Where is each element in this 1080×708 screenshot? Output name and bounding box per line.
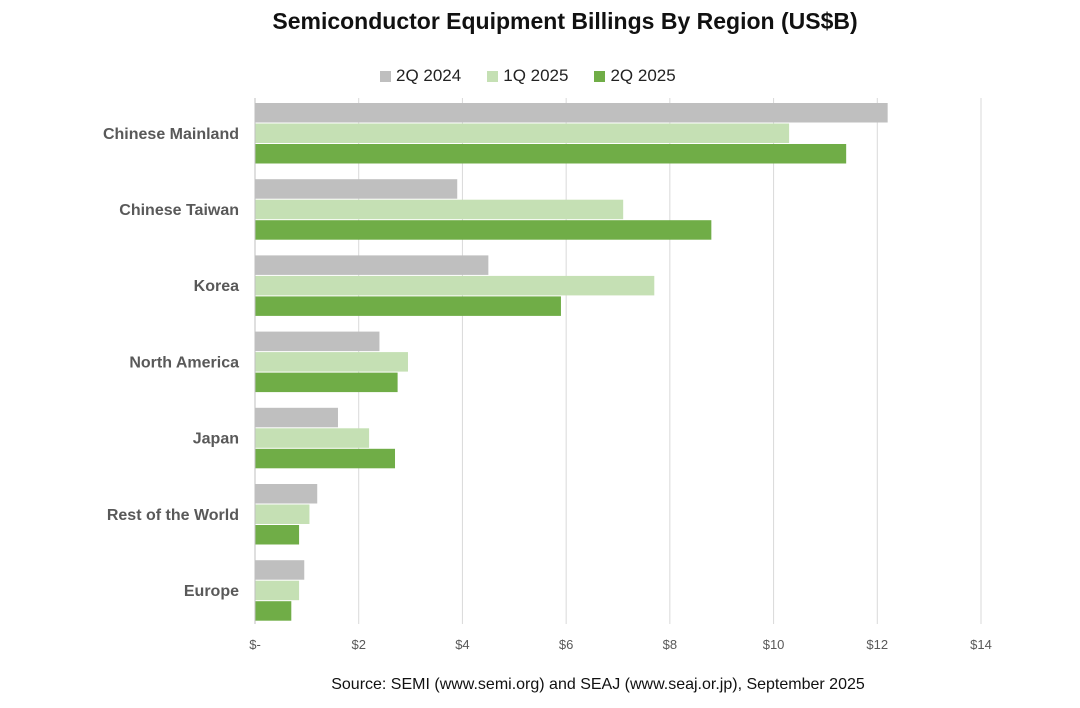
bar [255,275,655,296]
category-label: Chinese Mainland [103,126,239,143]
bar [255,255,489,275]
bar [255,220,712,240]
legend-item: 2Q 2025 [594,66,676,86]
x-tick-label: $12 [866,637,888,652]
legend-label: 2Q 2025 [610,66,676,85]
legend-swatch [487,70,499,82]
x-tick-label: $14 [970,637,992,652]
bar [255,504,310,524]
legend-label: 1Q 2025 [503,66,569,85]
legend-item: 2Q 2024 [380,66,461,86]
x-tick-label: $2 [351,637,365,652]
legend-swatch [594,70,606,82]
x-tick-label: $8 [663,637,677,652]
bar [255,331,380,352]
bar [255,199,624,220]
category-label: Korea [194,278,239,295]
bar [255,484,318,504]
bar [255,103,888,123]
bar [255,525,300,545]
chart-legend: 2Q 2024 1Q 2025 2Q 2025 [380,64,702,88]
category-label: Chinese Taiwan [119,202,239,219]
bar [255,372,398,393]
bar [255,448,396,469]
legend-label: 2Q 2024 [396,66,462,85]
category-label: North America [129,354,239,371]
category-label: Japan [193,431,239,448]
bar [255,179,458,199]
bar [255,407,338,428]
x-tick-label: $10 [763,637,785,652]
source-note: Source: SEMI (www.semi.org) and SEAJ (ww… [331,676,865,693]
chart-title: Semiconductor Equipment Billings By Regi… [272,8,858,34]
bar [255,296,561,316]
legend-swatch [380,70,391,82]
category-label: Rest of the World [107,507,239,524]
category-label: Europe [184,583,239,600]
x-tick-label: $- [249,637,261,652]
bar [255,601,292,621]
x-tick-label: $6 [559,637,573,652]
bar [255,123,790,143]
bar [255,560,305,580]
bar [255,580,300,601]
legend-item: 1Q 2025 [487,66,568,86]
bar [255,144,847,164]
bar [255,352,408,372]
x-tick-label: $4 [455,637,469,652]
bar [255,428,370,448]
